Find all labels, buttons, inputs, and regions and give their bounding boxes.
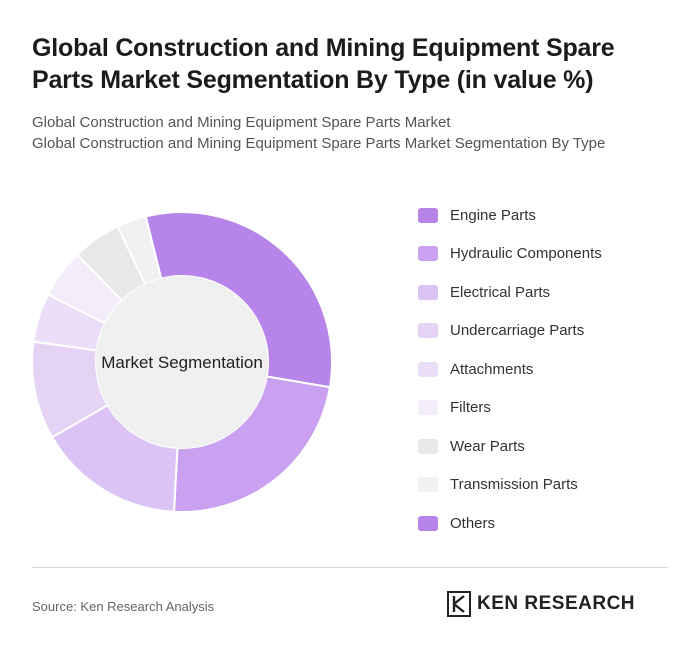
legend-label: Undercarriage Parts <box>450 322 585 340</box>
legend-swatch <box>418 400 438 416</box>
legend-label: Wear Parts <box>450 437 525 455</box>
subtitle-line-1: Global Construction and Mining Equipment… <box>32 114 451 131</box>
legend-label: Transmission Parts <box>450 476 578 494</box>
legend-item: Others <box>418 504 688 543</box>
chart-subtitle: Global Construction and Mining Equipment… <box>32 112 672 154</box>
legend-swatch <box>418 207 438 223</box>
legend-swatch <box>418 323 438 339</box>
legend-swatch <box>418 438 438 454</box>
source-note: Source: Ken Research Analysis <box>32 599 215 614</box>
brand-name: KEN RESEARCH <box>477 593 636 614</box>
legend-swatch <box>418 284 438 300</box>
legend-item: Electrical Parts <box>418 273 688 312</box>
ken-research-logo-icon <box>447 591 471 617</box>
legend-label: Hydraulic Components <box>450 245 602 263</box>
donut-chart: Market Segmentation <box>31 211 333 513</box>
legend-item: Filters <box>418 389 688 428</box>
legend-label: Engine Parts <box>450 206 536 224</box>
legend-label: Filters <box>450 399 491 417</box>
legend-label: Attachments <box>450 360 534 378</box>
legend-item: Hydraulic Components <box>418 235 688 274</box>
footer-divider <box>32 567 668 568</box>
legend-item: Undercarriage Parts <box>418 312 688 351</box>
legend-swatch <box>418 246 438 262</box>
legend-swatch <box>418 515 438 531</box>
chart-title: Global Construction and Mining Equipment… <box>32 34 615 94</box>
brand-logo: KEN RESEARCH <box>447 591 635 617</box>
legend-label: Electrical Parts <box>450 283 551 301</box>
legend-swatch <box>418 477 438 493</box>
legend-item: Engine Parts <box>418 196 688 235</box>
legend-item: Transmission Parts <box>418 466 688 505</box>
chart-legend: Engine Parts Hydraulic Components Electric… <box>418 196 688 543</box>
legend-item: Wear Parts <box>418 427 688 466</box>
donut-center <box>96 276 268 448</box>
subtitle-line-2: Global Construction and Mining Equipment… <box>32 135 606 152</box>
donut-center-label: Market Segmentation <box>101 353 263 372</box>
legend-swatch <box>418 361 438 377</box>
legend-label: Others <box>450 514 496 532</box>
legend-item: Attachments <box>418 350 688 389</box>
